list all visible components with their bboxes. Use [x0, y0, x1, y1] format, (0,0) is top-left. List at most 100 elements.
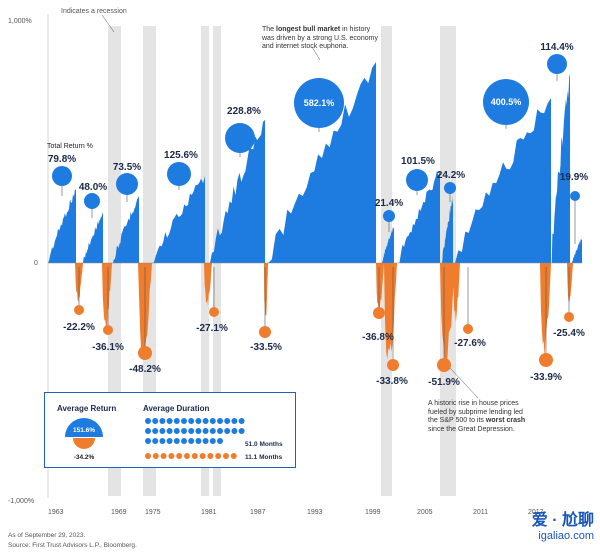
- bear-bubble: [74, 305, 84, 315]
- x-tick-label: 1987: [250, 509, 266, 516]
- y-label-top: 1,000%: [8, 18, 32, 25]
- bull-return-label: 24.2%: [437, 170, 465, 181]
- bear-area: [102, 263, 112, 334]
- bull-duration-dot: [173, 438, 180, 444]
- bull-area: [455, 98, 551, 263]
- y-label-zero: 0: [34, 260, 38, 267]
- bull-return-label: 73.5%: [113, 162, 141, 173]
- bear-area: [540, 263, 551, 359]
- bear-duration-dot: [160, 453, 167, 459]
- bull-note-pre: The: [262, 26, 275, 33]
- bull-bubble: [483, 79, 529, 125]
- bull-note-line3: and internet stock euphoria.: [262, 43, 349, 50]
- bear-bubble: [373, 307, 385, 319]
- bear-duration-label: 11.1 Months: [245, 454, 283, 461]
- bull-duration-dot: [152, 428, 159, 434]
- recession-band: [143, 26, 156, 496]
- bull-bubble: [383, 210, 395, 222]
- bull-duration-dot: [195, 438, 202, 444]
- bull-return-label: 101.5%: [401, 156, 435, 167]
- bull-area: [152, 176, 205, 263]
- bear-duration-dot: [223, 453, 229, 459]
- crash-note-line2: fueled by subprime lending led: [428, 408, 523, 416]
- bear-return-label: -36.8%: [362, 332, 394, 343]
- bull-duration-dot: [145, 428, 151, 434]
- bull-duration-dot: [217, 428, 223, 434]
- bull-duration-dot: [145, 438, 151, 444]
- bull-duration-dot: [217, 438, 223, 444]
- return-bubbles: [52, 54, 580, 372]
- bear-bubble: [463, 324, 473, 334]
- bull-duration-dot: [209, 428, 216, 434]
- bull-duration-dot: [159, 418, 166, 424]
- bull-area: [572, 238, 582, 263]
- y-label-bottom: -1,000%: [8, 498, 34, 505]
- bull-duration-dots: [145, 418, 245, 444]
- bull-return-label: 79.8%: [48, 154, 76, 165]
- bear-area: [376, 263, 384, 315]
- avg-bull-half-circle: [65, 418, 103, 437]
- bear-bubble: [539, 353, 553, 367]
- bull-duration-dot: [209, 438, 216, 444]
- bull-area: [268, 62, 376, 263]
- legend-graphic: Average Return Average Duration 151.6% -…: [57, 404, 283, 461]
- bear-area: [453, 263, 460, 323]
- legend-box: Average Return Average Duration 151.6% -…: [44, 392, 296, 468]
- bull-duration-dot: [195, 418, 202, 424]
- bull-bubble: [547, 54, 567, 74]
- bear-duration-dot: [199, 453, 206, 459]
- bear-duration-dot: [215, 453, 222, 459]
- avg-bear-half-circle: [73, 438, 95, 449]
- bear-return-label: -33.5%: [250, 342, 282, 353]
- bear-duration-dot: [176, 453, 183, 459]
- bull-note-pointer: [311, 46, 321, 61]
- avg-bull-return: 151.6%: [73, 427, 95, 434]
- footer-source: Source: First Trust Advisors L.P., Bloom…: [8, 542, 137, 549]
- bull-area: [442, 196, 453, 263]
- bear-return-label: -36.1%: [92, 342, 124, 353]
- bull-bubble: [52, 166, 72, 186]
- footer-as-of: As of September 29, 2023.: [8, 532, 86, 539]
- bull-area: [113, 196, 139, 263]
- bear-duration-dot: [145, 453, 151, 459]
- bull-bubble: [84, 193, 100, 209]
- bear-return-label: -27.1%: [196, 323, 228, 334]
- bear-bubble: [437, 358, 451, 372]
- bear-bubble: [103, 325, 113, 335]
- bull-area: [83, 212, 103, 263]
- bull-duration-dot: [181, 418, 187, 424]
- recession-legend-pointer: [101, 14, 115, 33]
- bear-area: [567, 263, 573, 303]
- bear-return-label: -33.8%: [376, 376, 408, 387]
- bull-duration-dot: [152, 418, 159, 424]
- x-tick-label: 1969: [111, 509, 127, 516]
- bear-bubble: [564, 312, 574, 322]
- bear-bubble: [138, 346, 152, 360]
- bull-duration-dot: [195, 428, 202, 434]
- x-tick-label: 1981: [201, 509, 217, 516]
- bull-duration-dot: [202, 438, 209, 444]
- bull-return-label: 228.8%: [227, 106, 261, 117]
- bull-duration-dot: [181, 428, 187, 434]
- crash-note: A historic rise in house prices fueled b…: [428, 400, 578, 434]
- bear-duration-dot: [168, 453, 175, 459]
- bull-area: [48, 189, 76, 263]
- bull-area: [210, 120, 265, 263]
- bull-duration-dot: [159, 428, 166, 434]
- bull-bubble: [116, 173, 138, 195]
- bull-return-label: 400.5%: [491, 97, 522, 107]
- bull-bubble: [570, 191, 580, 201]
- bull-note-line2: was driven by a strong U.S. economy: [262, 34, 378, 42]
- x-tick-label: 2017: [528, 509, 544, 516]
- bear-duration-dot: [230, 453, 237, 459]
- bull-duration-dot: [231, 418, 238, 424]
- bear-duration-dot: [152, 453, 159, 459]
- crash-note-line1: A historic rise in house prices: [428, 400, 519, 407]
- watermark-url: igaliao.com: [538, 530, 594, 542]
- bull-duration-dot: [166, 418, 173, 424]
- bull-market-note: The longest bull market in history was d…: [262, 26, 432, 52]
- bear-return-label: -48.2%: [129, 364, 161, 375]
- bull-duration-dot: [224, 428, 231, 434]
- bull-duration-dot: [209, 418, 216, 424]
